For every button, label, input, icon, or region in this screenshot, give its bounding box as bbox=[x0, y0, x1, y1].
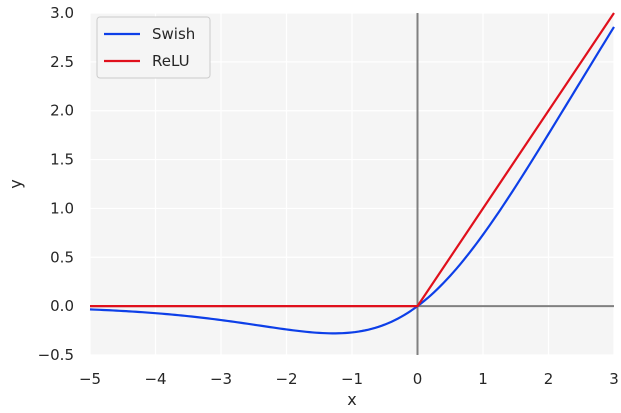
legend-label-swish: Swish bbox=[152, 25, 195, 43]
y-tick-labels: −0.5 0.0 0.5 1.0 1.5 2.0 2.5 3.0 bbox=[38, 4, 74, 364]
y-axis-title: y bbox=[6, 179, 25, 188]
y-tick-label: 0.0 bbox=[50, 297, 74, 315]
x-tick-label: 0 bbox=[413, 370, 423, 388]
x-axis-title: x bbox=[347, 390, 356, 409]
legend-box bbox=[96, 16, 211, 79]
y-tick-label: 2.0 bbox=[50, 102, 74, 120]
x-tick-labels: −5 −4 −3 −2 −1 0 1 2 3 bbox=[79, 370, 619, 388]
legend-label-relu: ReLU bbox=[152, 52, 190, 70]
y-tick-label: 1.5 bbox=[50, 151, 74, 169]
x-tick-label: −1 bbox=[341, 370, 363, 388]
y-tick-label: 0.5 bbox=[50, 248, 74, 266]
y-tick-label: 3.0 bbox=[50, 4, 74, 22]
x-tick-label: −2 bbox=[275, 370, 297, 388]
y-tick-label: −0.5 bbox=[38, 346, 74, 364]
x-tick-label: −3 bbox=[210, 370, 232, 388]
y-tick-label: 2.5 bbox=[50, 53, 74, 71]
x-tick-label: 1 bbox=[478, 370, 488, 388]
series-line-swish bbox=[89, 26, 615, 335]
x-tick-label: −5 bbox=[79, 370, 101, 388]
series-layer bbox=[89, 12, 615, 335]
x-tick-label: 3 bbox=[609, 370, 619, 388]
y-tick-label: 1.0 bbox=[50, 199, 74, 217]
legend: Swish ReLU bbox=[96, 16, 211, 79]
x-tick-label: 2 bbox=[544, 370, 554, 388]
series-line-relu bbox=[90, 12, 615, 308]
x-tick-label: −4 bbox=[144, 370, 166, 388]
